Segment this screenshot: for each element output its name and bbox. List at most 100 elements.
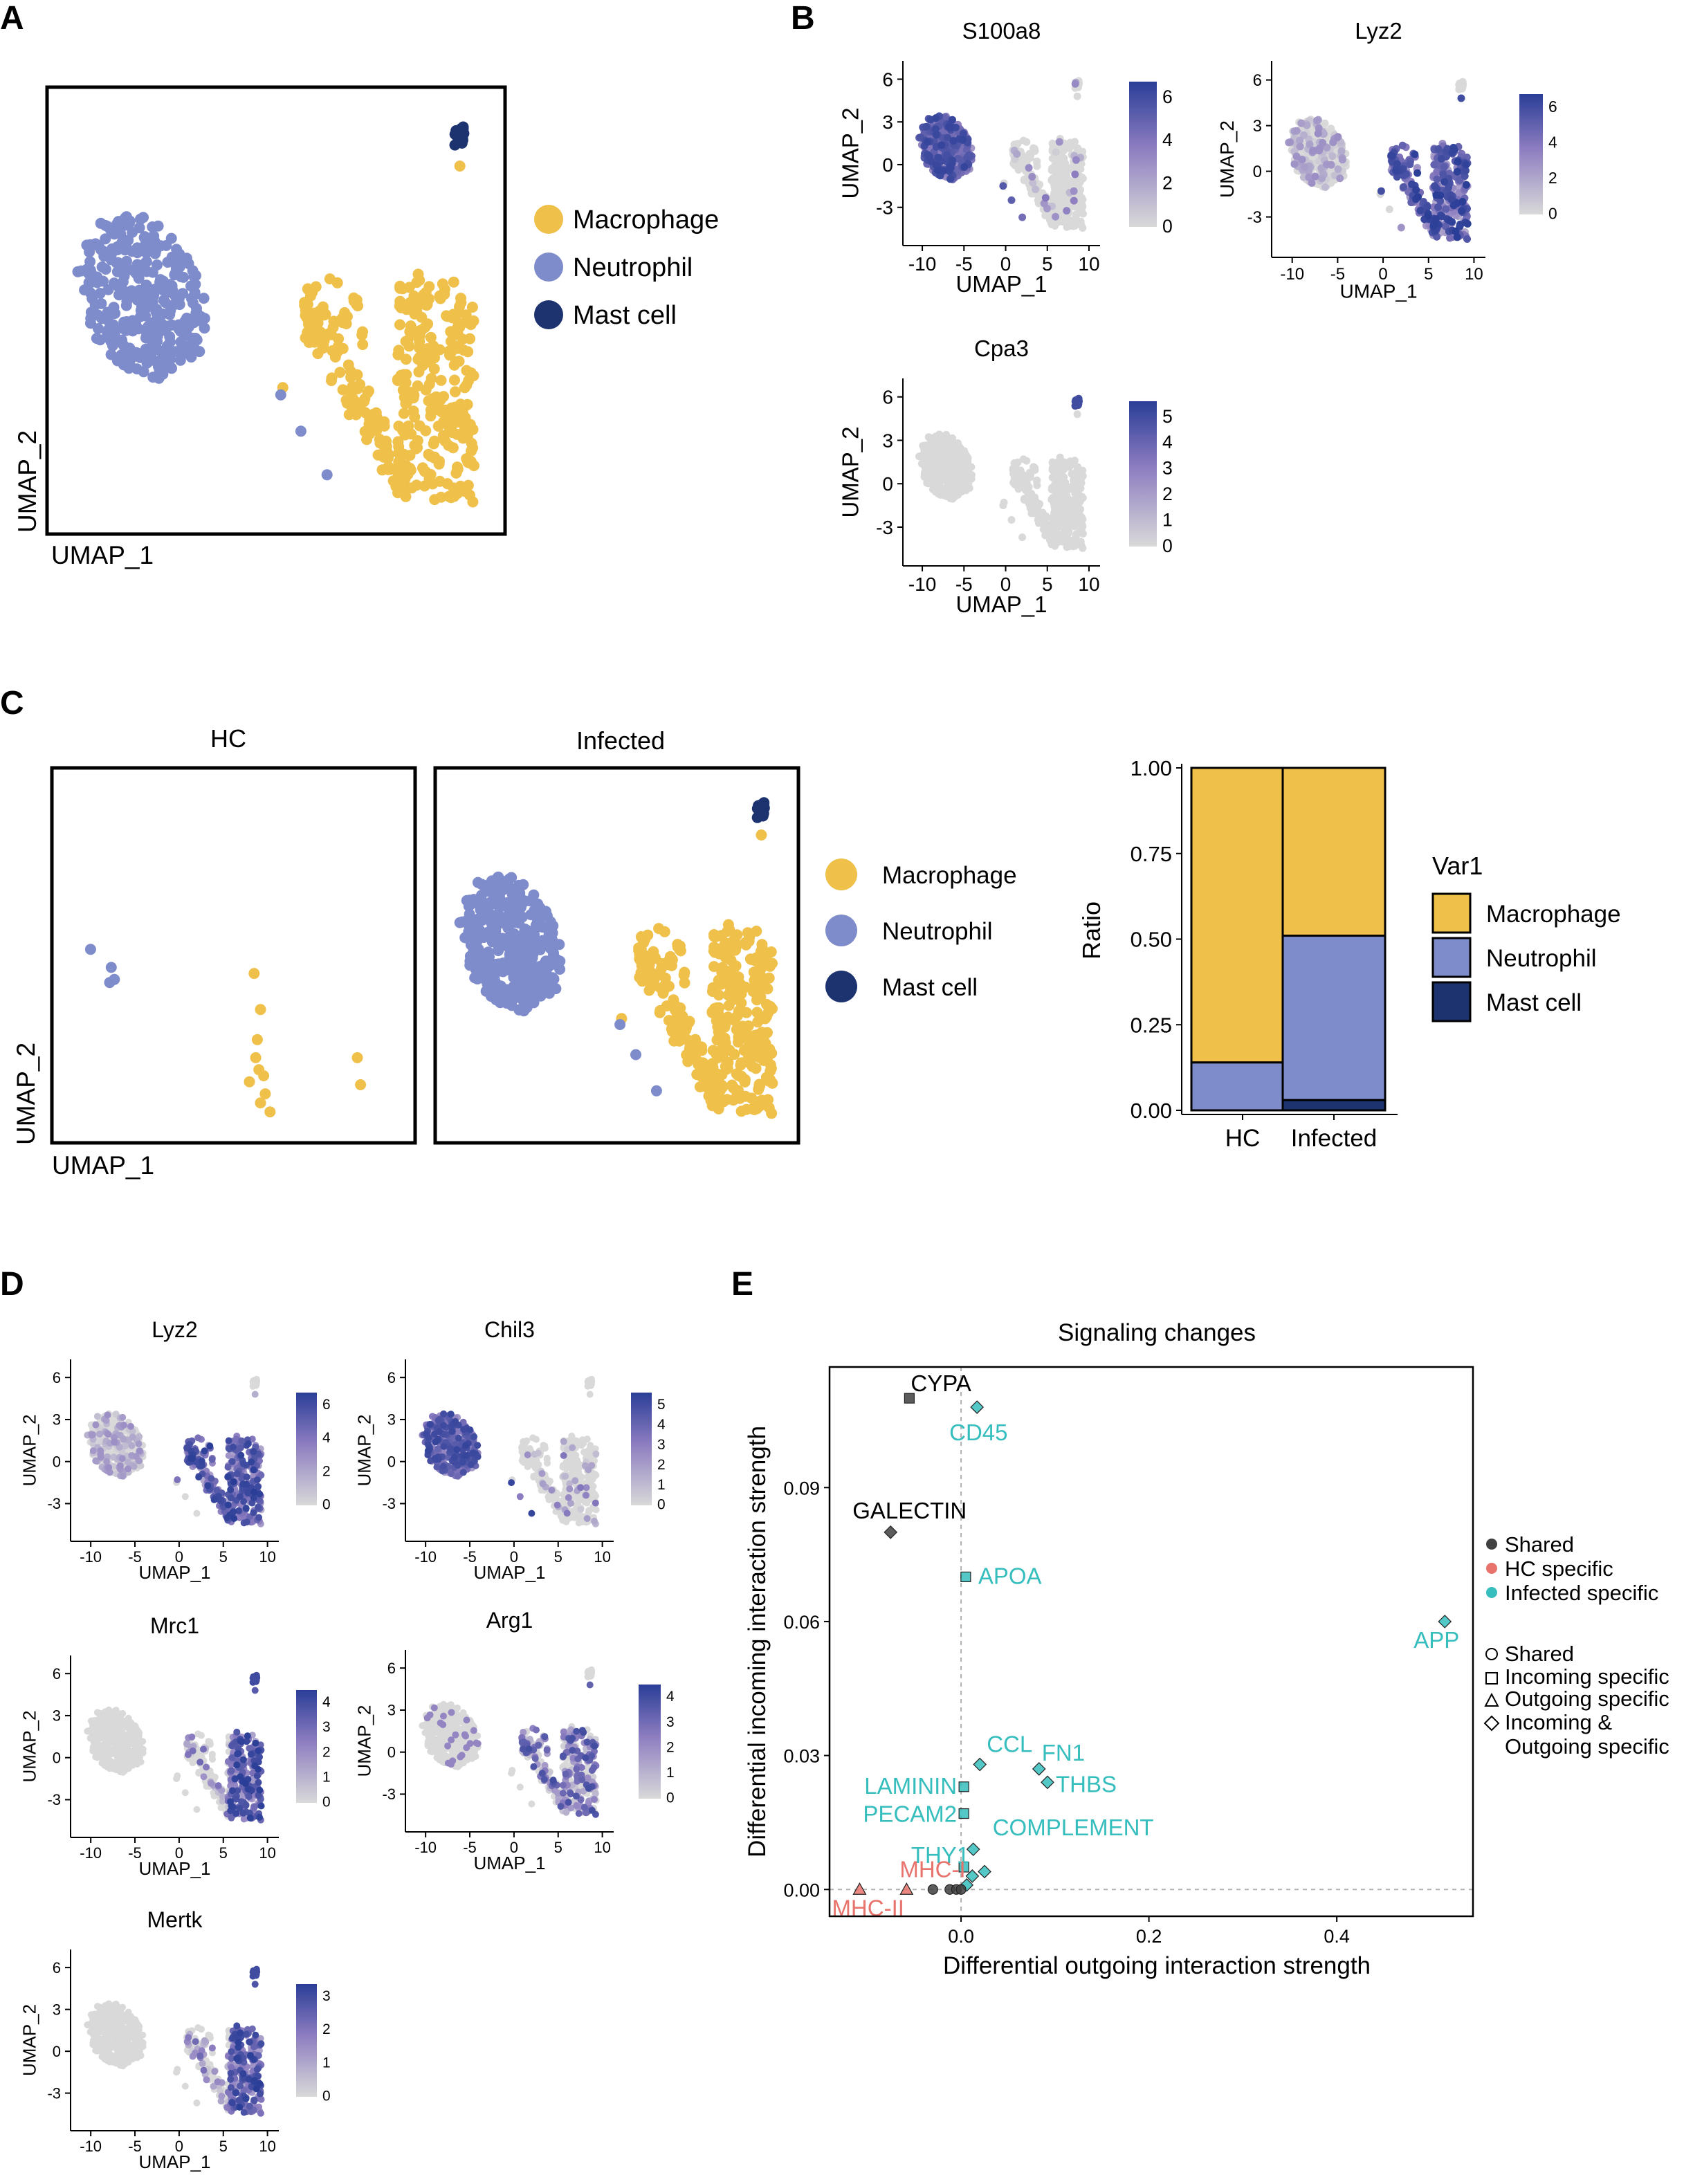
cell-dot xyxy=(131,363,143,375)
feature-plot-title: Lyz2 xyxy=(152,1317,197,1342)
cell-dot xyxy=(393,463,405,475)
cell-dot xyxy=(427,478,439,490)
feature-ylabel: UMAP_2 xyxy=(838,426,863,517)
feature-dot xyxy=(227,1486,235,1494)
feature-dot xyxy=(1018,533,1027,542)
cell-dot xyxy=(149,248,161,259)
cell-dot xyxy=(132,323,144,335)
feature-dot xyxy=(563,1509,571,1517)
feature-dot xyxy=(434,1417,442,1424)
cell-dot xyxy=(127,226,138,238)
feature-dot xyxy=(932,114,940,122)
feature-dot xyxy=(239,1460,247,1467)
feature-dot xyxy=(562,1472,569,1480)
cell-dot xyxy=(317,301,329,313)
cell-dot xyxy=(140,310,151,322)
cell-dot xyxy=(140,332,152,344)
cell-dot xyxy=(466,302,478,313)
feature-dot xyxy=(92,1421,100,1429)
feature-dot xyxy=(233,1470,241,1478)
feature-dot xyxy=(435,1428,443,1435)
feature-dot xyxy=(96,1431,103,1438)
feature-dot xyxy=(243,1518,250,1526)
feature-dot xyxy=(1054,502,1062,511)
feature-dot xyxy=(1073,92,1081,100)
feature-dot xyxy=(462,1442,469,1449)
feature-dot xyxy=(208,1475,215,1483)
feature-dot xyxy=(135,1440,143,1448)
cell-dot xyxy=(363,385,374,397)
feature-dot xyxy=(1028,173,1036,181)
color-scale-tick-label: 4 xyxy=(322,1430,331,1446)
feature-dot xyxy=(569,1444,576,1451)
feature-dot xyxy=(1023,457,1031,465)
cell-dot xyxy=(166,319,178,331)
feature-dot xyxy=(1430,160,1438,169)
feature-dot xyxy=(1018,213,1027,221)
feature-xlabel: UMAP_1 xyxy=(955,591,1047,617)
feature-dot xyxy=(89,1447,97,1454)
feature-dot xyxy=(1458,198,1467,205)
feature-dot xyxy=(940,464,948,472)
feature-dot xyxy=(1079,544,1087,552)
feature-dot xyxy=(201,1447,208,1455)
color-scale-tick-label: 0 xyxy=(1162,216,1173,237)
cell-dot xyxy=(393,345,405,356)
feature-dot xyxy=(128,1442,136,1449)
y-tick-label: 0 xyxy=(882,473,893,495)
y-tick-label: 3 xyxy=(387,1411,396,1429)
feature-dot xyxy=(230,1515,238,1522)
feature-dot xyxy=(946,175,954,183)
feature-dot xyxy=(1025,164,1033,172)
cell-dot xyxy=(187,342,199,354)
legend-label-macrophage: Macrophage xyxy=(573,205,719,235)
cell-dot xyxy=(111,257,122,268)
feature-dot xyxy=(508,1479,515,1487)
cell-dot xyxy=(185,280,196,292)
cell-dot xyxy=(132,347,144,359)
y-tick-label: 6 xyxy=(882,68,893,90)
cell-dot xyxy=(439,435,451,447)
color-scale-tick-label: 2 xyxy=(1548,169,1557,187)
cell-dot xyxy=(400,354,412,365)
feature-dot xyxy=(1458,207,1466,215)
panel-a-xlabel: UMAP_1 xyxy=(51,541,154,569)
y-tick-label: 0 xyxy=(53,1453,61,1470)
feature-dot xyxy=(1313,116,1321,125)
feature-dot xyxy=(1440,178,1449,186)
cell-dot xyxy=(448,359,460,371)
feature-dot xyxy=(1068,537,1077,545)
cell-dot xyxy=(371,412,383,423)
feature-dot xyxy=(589,1487,596,1495)
feature-dot xyxy=(1338,156,1346,164)
feature-dot xyxy=(88,1431,95,1439)
feature-dot xyxy=(1013,150,1021,158)
feature-dot xyxy=(1057,475,1065,484)
feature-dot xyxy=(568,1470,576,1478)
feature-dot xyxy=(225,1452,232,1459)
color-scale-tick-label: 4 xyxy=(1548,133,1557,151)
feature-dots xyxy=(915,394,1087,552)
cell-dot xyxy=(425,331,437,343)
feature-dot xyxy=(1062,521,1070,529)
feature-plot-title: Cpa3 xyxy=(974,336,1029,361)
feature-dot xyxy=(432,1438,439,1446)
cell-dot xyxy=(166,363,177,374)
color-scale-tick-label: 2 xyxy=(322,1463,331,1479)
feature-dot xyxy=(250,1466,257,1474)
feature-dot xyxy=(1074,399,1083,407)
cell-dot xyxy=(455,293,466,304)
feature-dot xyxy=(1431,215,1440,223)
cell-dot xyxy=(102,284,114,295)
color-scale-tick-label: 0 xyxy=(657,1497,666,1513)
feature-dot xyxy=(575,1519,583,1527)
feature-dot xyxy=(130,1462,138,1470)
feature-dot xyxy=(1442,205,1450,213)
feature-dot xyxy=(104,1411,111,1419)
cell-dot xyxy=(454,160,466,172)
color-scale-tick-label: 1 xyxy=(657,1477,666,1493)
cell-dot xyxy=(393,420,405,432)
panel-a-legend: Macrophage Neutrophil Mast cell xyxy=(534,205,719,330)
feature-dot xyxy=(1032,185,1040,194)
